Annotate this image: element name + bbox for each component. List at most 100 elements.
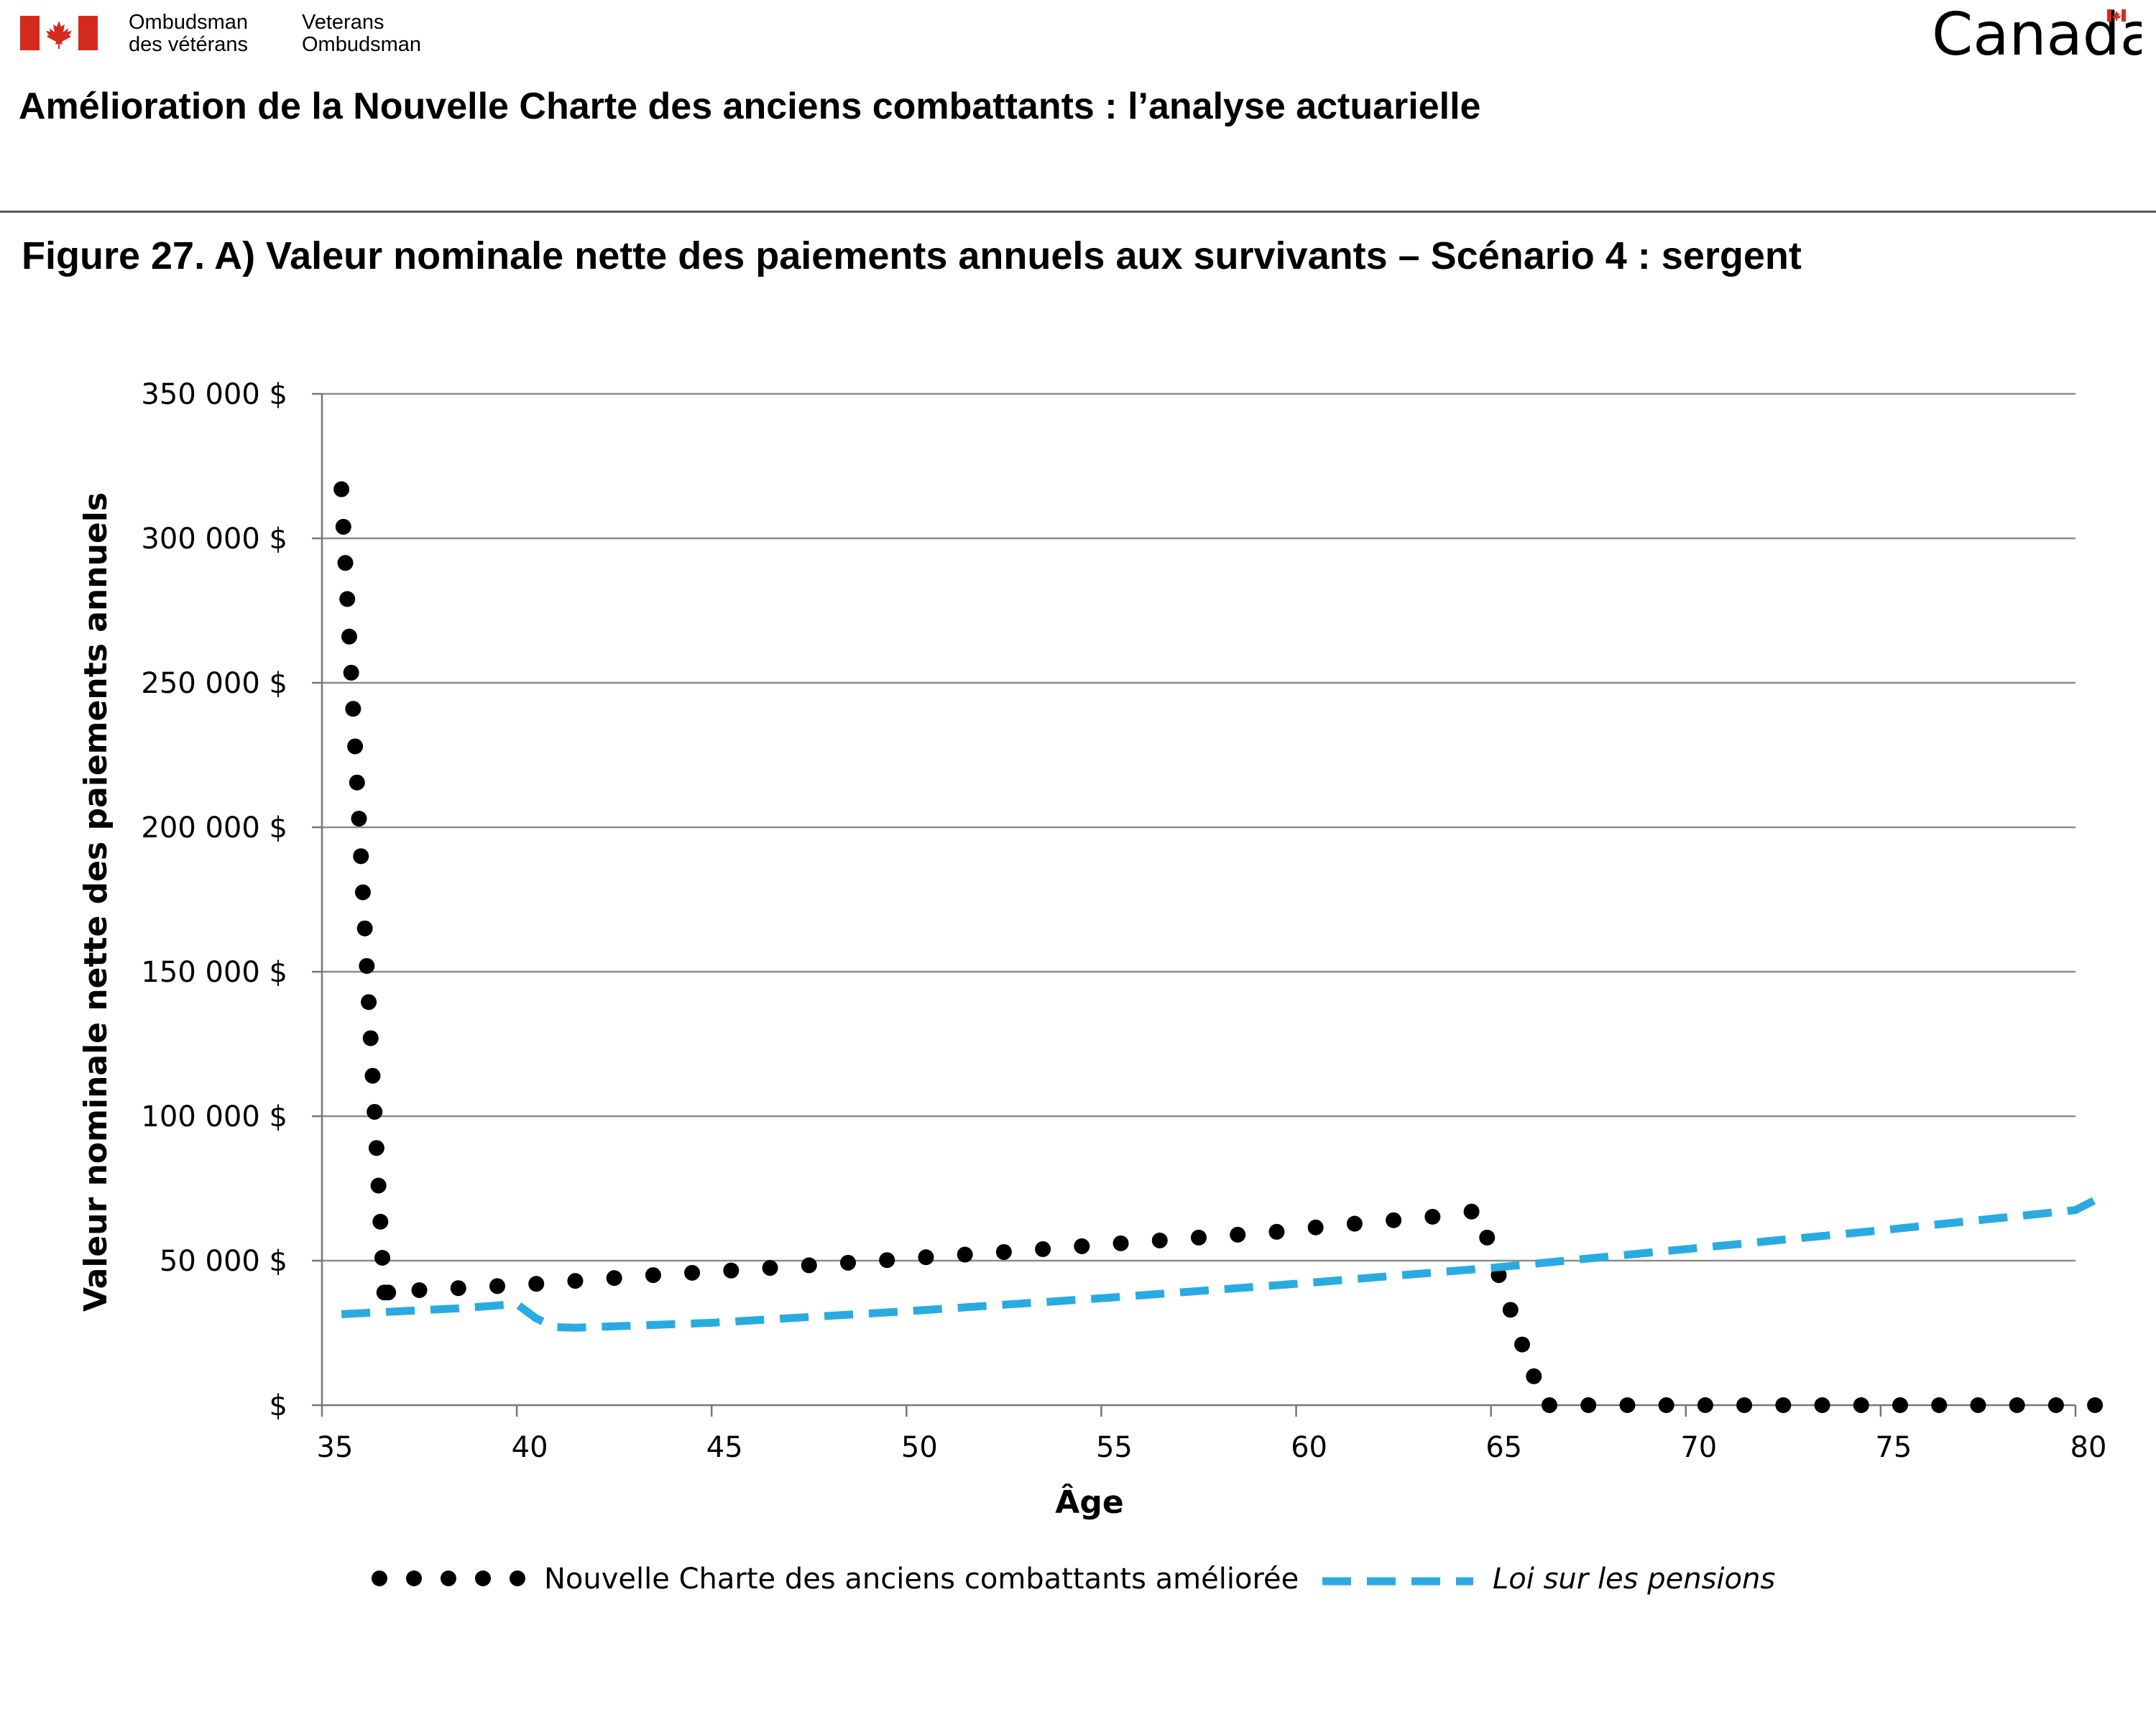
data-point-ncac [1542,1397,1557,1413]
data-point-ncac [1970,1397,1986,1413]
data-point-ncac [1814,1397,1830,1413]
canada-wordmark-text: Canada [1932,3,2142,60]
data-point-ncac [349,774,365,791]
y-tick-labels: $50 000 $ 100 000 $ 150 000 $ 200 000 $ 250 … [141,378,287,1422]
data-point-ncac [380,1284,397,1301]
data-point-ncac [345,701,361,717]
data-point-ncac [370,1177,387,1194]
data-point-ncac [1502,1302,1519,1318]
document-title: Amélioration de la Nouvelle Charte des a… [19,86,1481,127]
y-tick-label: $ [270,1389,287,1422]
data-point-ncac [684,1264,701,1281]
series [333,481,2104,1413]
y-tick-label: 50 000 $ [160,1245,287,1278]
data-point-ncac [333,481,350,497]
data-point-ncac [2009,1397,2025,1413]
y-tick-label: 350 000 $ [141,378,287,411]
legend-label-pensions: Loi sur les pensions [1493,1563,1775,1596]
data-point-ncac [372,1213,389,1230]
header-divider [0,211,2156,213]
data-point-ncac [957,1246,973,1263]
legend-marker-ncac [510,1570,525,1586]
data-point-ncac [359,957,375,974]
data-point-ncac [364,1067,381,1084]
data-point-ncac [356,920,373,937]
data-point-ncac [353,848,369,865]
data-point-ncac [606,1270,622,1287]
data-point-ncac [489,1278,505,1294]
legend-marker-ncac [372,1570,387,1586]
data-point-ncac [1658,1397,1674,1413]
grid-lines [322,392,2076,1262]
data-point-ncac [1112,1235,1129,1251]
data-point-ncac [1580,1397,1597,1413]
org-name-en-line2: Ombudsman [302,33,422,56]
org-name-en: Veterans Ombudsman [302,12,421,56]
data-point-ncac [879,1252,895,1269]
data-point-ncac [367,1103,383,1120]
data-point-ncac [1268,1223,1285,1240]
data-point-ncac [645,1267,661,1284]
data-point-ncac [801,1257,817,1274]
x-tick-label: 60 [1291,1431,1327,1464]
data-point-ncac [762,1260,778,1276]
x-tick-label: 55 [1096,1431,1133,1464]
data-point-ncac [995,1243,1012,1260]
wordmark-flag-left [2107,9,2111,22]
x-tick-label: 80 [2070,1431,2107,1464]
figure-title: Figure 27. A) Valeur nominale nette des … [22,234,1802,277]
y-axis-label: Valeur nominale nette des paiements annu… [78,492,114,1312]
y-tick-label: 100 000 $ [141,1100,287,1133]
wordmark-flag-leaf-icon [2112,11,2121,21]
data-point-ncac [361,994,377,1011]
data-point-ncac [1424,1208,1441,1225]
data-point-ncac [1892,1397,1908,1413]
data-point-ncac [351,810,367,827]
y-tick-label: 200 000 $ [141,811,287,845]
x-tick-label: 70 [1680,1431,1717,1464]
data-point-ncac [450,1280,466,1297]
data-point-ncac [354,884,371,901]
data-point-ncac [341,628,357,645]
data-point-ncac [1074,1238,1090,1254]
data-point-ncac [339,591,356,607]
series-line-pensions [341,1196,2097,1332]
data-point-ncac [1775,1397,1792,1413]
org-name-fr-line2: des vétérans [129,33,249,56]
x-tick-label: 65 [1485,1431,1522,1464]
x-tick-label: 45 [706,1431,743,1464]
axes [312,392,2077,1417]
y-tick-label: 250 000 $ [141,667,287,700]
data-point-ncac [411,1282,428,1299]
data-point-ncac [840,1254,856,1271]
data-point-ncac [918,1249,934,1266]
data-point-ncac [1479,1229,1496,1246]
data-point-ncac [2087,1397,2104,1413]
legend-marker-ncac [475,1570,491,1586]
data-point-ncac [723,1262,740,1279]
x-tick-label: 75 [1875,1431,1912,1464]
x-tick-label: 40 [512,1431,548,1464]
x-tick-labels: 35 40 45 50 55 60 65 70 75 80 [317,1431,2107,1464]
data-point-ncac [1463,1203,1480,1220]
y-tick-label: 300 000 $ [141,523,287,556]
legend: Nouvelle Charte des anciens combattants … [372,1563,1775,1596]
org-name-en-line1: Veterans [302,11,384,34]
data-point-ncac [1386,1212,1402,1228]
org-name-fr: Ombudsman des vétérans [129,12,248,56]
data-point-ncac [567,1273,584,1289]
data-point-ncac [1230,1226,1246,1243]
x-tick-label: 50 [901,1431,938,1464]
legend-marker-ncac [406,1570,422,1586]
data-point-ncac [362,1030,379,1046]
data-point-ncac [1035,1241,1051,1257]
data-point-ncac [1346,1215,1363,1232]
canada-flag-logo [20,16,98,50]
x-axis-label: Âge [1055,1483,1123,1521]
data-point-ncac [1853,1397,1869,1413]
data-point-ncac [337,555,354,571]
data-point-ncac [1619,1397,1636,1413]
data-point-ncac [1307,1219,1324,1236]
data-point-ncac [1191,1229,1207,1246]
data-point-ncac [528,1276,545,1292]
